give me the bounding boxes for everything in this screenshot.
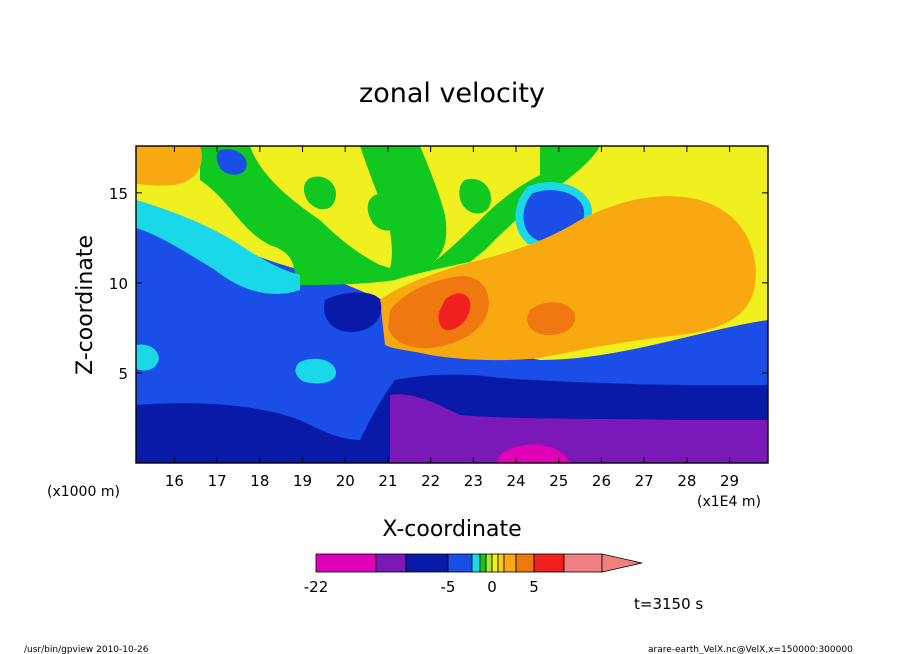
x-tick-label: 17: [208, 472, 227, 490]
y-axis-ticks: 5 10 15: [109, 185, 768, 383]
region-lower-purple: [390, 394, 768, 463]
x-tick-label: 22: [421, 472, 440, 490]
region-top-blue-blob: [216, 149, 247, 175]
colorbar-swatch: [485, 553, 493, 573]
time-label: t=3150 s: [634, 595, 703, 613]
region-core-magenta: [496, 444, 570, 463]
colorbar-swatch: [405, 553, 449, 573]
region-mid-deep-blue: [324, 292, 382, 333]
x-tick-label: 23: [464, 472, 483, 490]
colorbar-label: 0: [487, 578, 497, 596]
x-axis-ticks: 16 17 18 19 20 21 22 23 24 25 26 27 28 29: [165, 146, 739, 490]
x-tick-label: 19: [293, 472, 312, 490]
colorbar-swatch: [315, 553, 377, 573]
contour-field: [136, 146, 768, 463]
region-left-orange: [136, 146, 202, 186]
footer-right: arare-earth_VelX.nc@VelX,x=150000:300000: [648, 645, 853, 654]
y-unit-note: (x1000 m): [47, 484, 120, 500]
region-green-blob-3: [367, 194, 402, 231]
region-green-blob-2: [459, 178, 491, 214]
colorbar-label: -5: [441, 578, 456, 596]
region-jet-core-red: [438, 293, 471, 331]
x-tick-label: 26: [592, 472, 611, 490]
y-tick-label: 15: [109, 185, 128, 203]
x-tick-label: 28: [677, 472, 696, 490]
colorbar-label: 5: [529, 578, 539, 596]
x-tick-label: 29: [720, 472, 739, 490]
colorbar-swatch: [491, 553, 499, 573]
plot-frame: [135, 145, 769, 464]
footer-left: /usr/bin/gpview 2010-10-26: [24, 645, 149, 654]
x-axis-label: X-coordinate: [382, 517, 521, 542]
x-tick-label: 25: [549, 472, 568, 490]
colorbar-label: -22: [304, 578, 329, 596]
x-unit-note: (x1E4 m): [697, 494, 761, 510]
x-tick-label: 21: [378, 472, 397, 490]
x-tick-label: 16: [165, 472, 184, 490]
colorbar-swatch: [497, 553, 505, 573]
colorbar-extend-arrow: [601, 553, 643, 573]
colorbar-swatch: [447, 553, 473, 573]
region-green-blob-1: [303, 176, 336, 210]
colorbar-swatch: [471, 553, 481, 573]
colorbar-swatch: [515, 553, 535, 573]
x-tick-label: 24: [507, 472, 526, 490]
colorbar-swatch: [375, 553, 407, 573]
colorbar-labels: -22 -5 0 5: [304, 578, 539, 596]
region-left-cyan-blob: [136, 344, 159, 371]
x-tick-label: 18: [250, 472, 269, 490]
colorbar-swatch: [563, 553, 603, 573]
region-mid-cyan-blob: [295, 358, 337, 384]
y-axis-label: Z-coordinate: [73, 235, 98, 375]
x-tick-label: 20: [336, 472, 355, 490]
chart-title: zonal velocity: [359, 78, 545, 109]
y-tick-label: 10: [109, 275, 128, 293]
colorbar: [315, 553, 643, 573]
region-orange-patch-right: [527, 302, 576, 336]
region-left-cyan: [136, 200, 300, 294]
colorbar-swatch: [503, 553, 517, 573]
y-tick-label: 5: [118, 365, 128, 383]
region-red-orange-core: [388, 275, 489, 349]
x-tick-label: 27: [635, 472, 654, 490]
colorbar-swatch: [533, 553, 565, 573]
colorbar-swatch: [479, 553, 487, 573]
